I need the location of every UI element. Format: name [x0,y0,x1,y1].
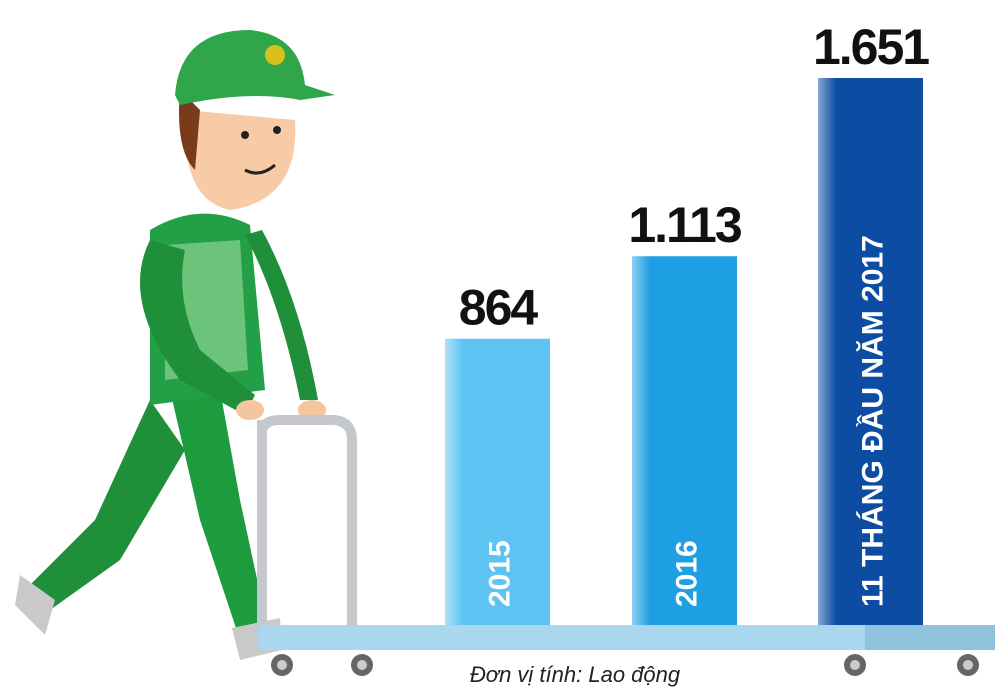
unit-note: Đơn vị tính: Lao động [470,662,681,687]
category-label: 2015 [484,540,517,607]
bar-side [818,66,836,625]
bar-side [632,244,650,625]
value-label: 864 [459,280,539,336]
value-label: 1.113 [628,197,741,253]
worker-illustration [15,30,357,660]
value-label: 1.651 [813,19,929,75]
category-label: 2016 [671,540,704,607]
bar-side [445,326,463,625]
cart [258,625,995,676]
category-label: 11 THÁNG ĐẦU NĂM 2017 [856,235,890,607]
